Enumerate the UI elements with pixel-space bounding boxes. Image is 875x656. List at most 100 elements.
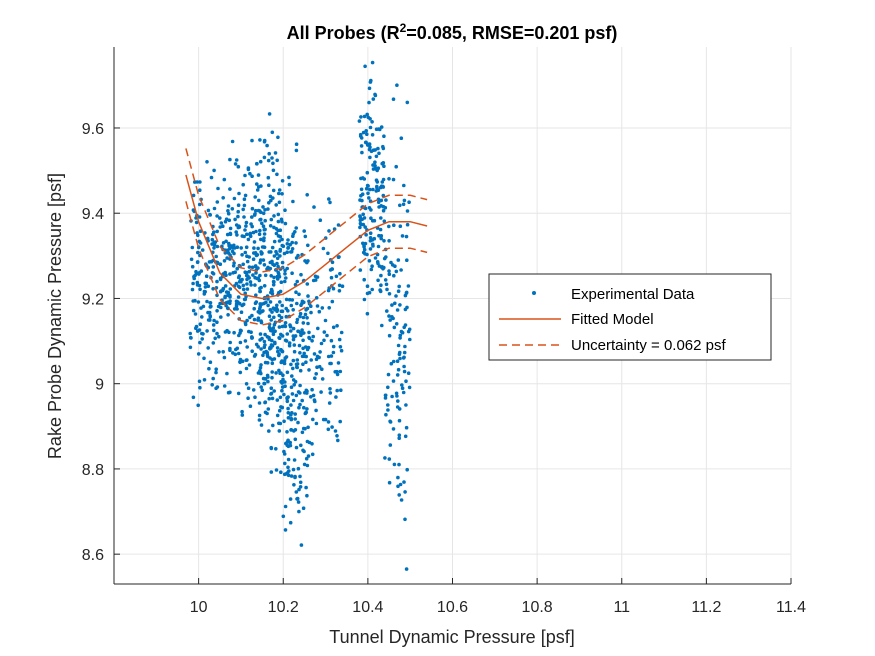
data-point bbox=[361, 241, 365, 246]
data-point bbox=[211, 265, 216, 269]
data-point bbox=[226, 209, 230, 213]
data-point bbox=[237, 333, 241, 338]
data-point bbox=[305, 463, 310, 468]
data-point bbox=[318, 350, 322, 354]
data-point bbox=[333, 370, 338, 374]
data-point bbox=[267, 112, 272, 116]
data-point bbox=[274, 249, 278, 254]
data-point bbox=[291, 199, 295, 204]
data-point bbox=[247, 363, 252, 367]
data-point bbox=[386, 408, 390, 412]
data-point bbox=[249, 283, 253, 287]
data-point bbox=[370, 60, 375, 65]
data-point bbox=[397, 418, 402, 423]
data-point bbox=[246, 237, 251, 242]
y-tick-label: 9.6 bbox=[82, 121, 104, 138]
data-point bbox=[243, 193, 248, 198]
data-point bbox=[402, 325, 407, 330]
data-point bbox=[326, 288, 331, 293]
data-point bbox=[371, 242, 375, 247]
data-point bbox=[295, 320, 299, 325]
data-point bbox=[253, 301, 258, 306]
data-point bbox=[270, 338, 274, 343]
data-point bbox=[239, 246, 243, 250]
data-point bbox=[277, 313, 282, 318]
data-point bbox=[280, 303, 285, 308]
data-point bbox=[297, 405, 301, 410]
x-tick-label: 10.2 bbox=[268, 599, 299, 616]
data-point bbox=[299, 543, 304, 547]
data-point bbox=[250, 349, 254, 354]
data-point bbox=[285, 370, 290, 375]
data-point bbox=[290, 240, 295, 245]
data-point bbox=[287, 343, 292, 348]
data-point bbox=[256, 345, 261, 349]
data-point bbox=[371, 97, 376, 101]
data-point bbox=[197, 202, 202, 207]
data-point bbox=[285, 430, 289, 434]
data-point bbox=[300, 354, 305, 359]
data-point bbox=[226, 251, 231, 255]
data-point bbox=[329, 338, 334, 343]
data-point bbox=[254, 229, 258, 234]
data-point bbox=[298, 351, 302, 355]
data-point bbox=[373, 92, 377, 97]
data-point bbox=[387, 239, 391, 243]
data-point bbox=[397, 436, 402, 441]
data-point bbox=[231, 271, 235, 275]
data-point bbox=[270, 375, 274, 380]
data-point bbox=[212, 230, 216, 234]
data-point bbox=[226, 211, 231, 216]
data-point bbox=[283, 461, 287, 466]
data-point bbox=[331, 286, 336, 291]
data-point bbox=[391, 177, 396, 182]
data-point bbox=[398, 482, 403, 487]
data-point bbox=[283, 279, 287, 284]
data-point bbox=[276, 212, 281, 217]
data-point bbox=[277, 200, 282, 205]
data-point bbox=[248, 171, 252, 176]
data-point bbox=[359, 187, 364, 192]
data-point bbox=[396, 289, 401, 294]
data-point bbox=[362, 297, 367, 302]
data-point bbox=[198, 385, 202, 390]
data-point bbox=[273, 329, 277, 334]
data-point bbox=[309, 358, 314, 362]
data-point bbox=[299, 303, 303, 308]
data-point bbox=[397, 284, 402, 289]
data-point bbox=[191, 395, 196, 400]
data-point bbox=[299, 443, 303, 448]
data-point bbox=[252, 213, 257, 217]
data-point bbox=[284, 276, 288, 280]
data-point bbox=[316, 326, 320, 331]
data-point bbox=[256, 318, 260, 322]
data-point bbox=[290, 392, 295, 396]
data-point bbox=[258, 218, 262, 222]
data-point bbox=[387, 292, 392, 296]
data-point bbox=[397, 462, 401, 467]
data-point bbox=[250, 265, 255, 270]
data-point bbox=[243, 228, 247, 232]
data-point bbox=[219, 315, 223, 319]
data-point bbox=[295, 317, 300, 322]
data-point bbox=[205, 299, 209, 304]
data-point bbox=[404, 403, 408, 407]
data-point bbox=[270, 291, 275, 296]
data-point bbox=[293, 437, 298, 442]
data-point bbox=[320, 377, 325, 381]
data-point bbox=[254, 271, 258, 275]
x-tick-label: 11 bbox=[613, 599, 630, 616]
y-tick-label: 8.8 bbox=[82, 462, 104, 479]
title-main: All Probes (R bbox=[287, 23, 400, 43]
data-point bbox=[245, 259, 250, 264]
data-point bbox=[223, 219, 228, 224]
data-point bbox=[245, 287, 250, 291]
data-point bbox=[258, 228, 262, 233]
data-point bbox=[198, 188, 202, 192]
data-point bbox=[208, 301, 213, 305]
data-point bbox=[221, 196, 225, 200]
data-point bbox=[400, 234, 405, 238]
data-point bbox=[196, 250, 200, 255]
data-point bbox=[276, 234, 281, 238]
data-point bbox=[212, 246, 216, 250]
